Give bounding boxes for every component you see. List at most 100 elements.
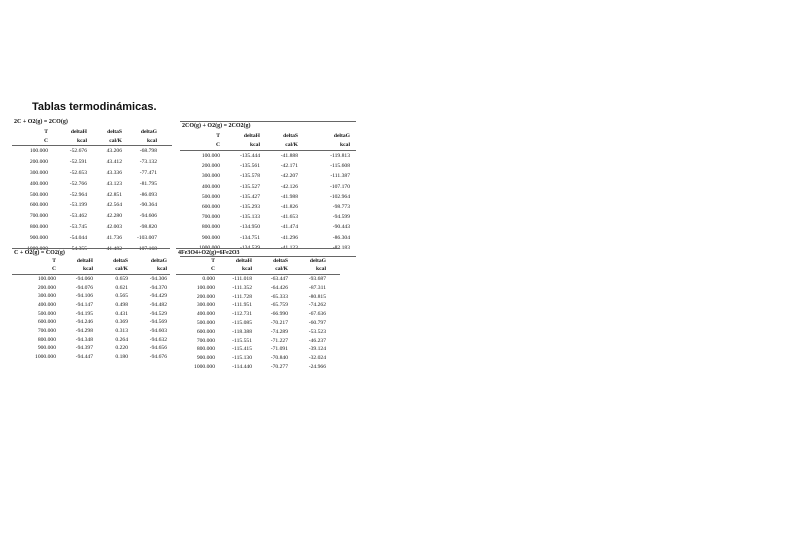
table-cell: -74.262 — [308, 302, 326, 309]
table-cell: deltaH — [243, 132, 260, 139]
table-title: 2CO(g) + O2(g) = 2CO2(g) — [182, 123, 251, 129]
table-row: 400.000 -135.527 -42.126 -107.170 — [180, 182, 356, 192]
table-cell: 0.659 — [115, 275, 128, 282]
table-cell: kcal — [250, 142, 260, 149]
table-cell: -42.126 — [280, 183, 298, 190]
table-cell: -52.964 — [69, 191, 87, 198]
table-cell: deltaH — [70, 128, 87, 135]
table-cell: -135.427 — [239, 193, 260, 200]
table-cell: cal/K — [115, 266, 128, 273]
table-cell: -94.676 — [149, 354, 167, 361]
table-cell: -52.653 — [69, 169, 87, 176]
table-cell: -107.170 — [329, 183, 350, 190]
table-cell: 0.264 — [115, 336, 128, 343]
table-cell: -135.527 — [239, 183, 260, 190]
header-rule — [12, 273, 170, 275]
table-cell: 900.000 — [201, 234, 220, 241]
table-row: 200.000 -111.728 -65.333 -80.815 — [176, 292, 340, 301]
table-cell: 43.336 — [106, 169, 122, 176]
table-cell: 0.313 — [115, 328, 128, 335]
table-cell: deltaH — [235, 258, 252, 265]
table-cell: -41.296 — [280, 234, 298, 241]
table-cell: T — [44, 128, 48, 135]
table-cell: deltaS — [113, 258, 128, 265]
table-cell: -41.653 — [280, 214, 298, 221]
table-cell: 41.736 — [106, 234, 122, 241]
table-cell: -52.676 — [69, 148, 87, 155]
table-cell: T — [211, 258, 215, 265]
table-cell: -66.990 — [270, 311, 288, 318]
table-cell: -41.826 — [280, 204, 298, 211]
table-cell: -135.578 — [239, 173, 260, 180]
table-row: 100.000 -135.444 -41.888 -119.813 — [180, 151, 356, 161]
table-cell: -68.798 — [139, 148, 157, 155]
table-cell: kcal — [242, 266, 252, 273]
table-cell: 300.000 — [201, 173, 220, 180]
table-cell: 300.000 — [37, 293, 56, 300]
table-cell: deltaG — [140, 128, 157, 135]
table-row: 500.000 -52.964 42.851 -86.093 — [12, 189, 172, 200]
table-cell: -102.964 — [329, 193, 350, 200]
table-cell: -67.636 — [308, 311, 326, 318]
table-row: 700.000 -135.133 -41.653 -94.599 — [180, 212, 356, 222]
table-cell: kcal — [83, 266, 93, 273]
table-cell: -94.599 — [332, 214, 350, 221]
table-cell: -41.474 — [280, 224, 298, 231]
table-top-rule — [180, 121, 356, 122]
table-cell: kcal — [77, 137, 87, 144]
table-cell: -42.171 — [280, 163, 298, 170]
table-cell: -71.091 — [270, 346, 288, 353]
table-cell: 400.000 — [37, 302, 56, 308]
table-cell: 0.369 — [115, 319, 128, 326]
table-row: 1000.000 -134.539 -41.123 -82.183 — [180, 243, 356, 253]
table-row: 800.000 -53.745 42.003 -98.820 — [12, 222, 172, 233]
table-cell: -135.561 — [239, 163, 260, 170]
table-cell: -94.569 — [149, 319, 167, 326]
table-row: 700.000 -115.551 -71.227 -46.237 — [176, 336, 340, 345]
table-cell: T — [216, 132, 220, 139]
table-cell: 0.565 — [115, 293, 128, 300]
table-cell: 0.220 — [115, 345, 128, 352]
table-cell: 500.000 — [201, 193, 220, 200]
table-row: 500.000 -115.085 -70.217 -60.797 — [176, 319, 340, 328]
table-cell: deltaG — [309, 258, 326, 265]
table-row: 300.000 -94.106 0.565 -94.429 — [12, 292, 170, 301]
table-row: 100.000 -111.352 -64.426 -87.311 — [176, 283, 340, 292]
table-cell: 500.000 — [196, 319, 215, 326]
table-cell: -60.797 — [308, 319, 326, 326]
table-row: 300.000 -52.653 43.336 -77.471 — [12, 168, 172, 179]
table-cell: 43.206 — [106, 148, 122, 155]
table-cell: -111.018 — [232, 275, 252, 282]
table-cell: -94.306 — [149, 275, 167, 282]
table-cell: 100.000 — [29, 148, 48, 155]
table-cell: -134.751 — [239, 234, 260, 241]
table-cell: 200.000 — [29, 159, 48, 166]
table-cell: -135.293 — [239, 204, 260, 211]
table-cell: 0.000 — [202, 275, 215, 282]
table-row: 200.000 -52.591 43.412 -73.132 — [12, 157, 172, 168]
table-row: 500.000 -135.427 -41.988 -102.964 — [180, 192, 356, 202]
table-cell: kcal — [157, 266, 167, 273]
table-cell: -94.656 — [149, 345, 167, 352]
table-row: 600.000 -118.388 -74.289 -53.523 — [176, 327, 340, 336]
table-cell: 100.000 — [196, 284, 215, 291]
table-cell: -53.523 — [308, 328, 326, 335]
table-cell: -41.888 — [280, 153, 298, 160]
table-cell: 300.000 — [196, 302, 215, 309]
table-cell: -94.147 — [75, 302, 93, 308]
table-row: 1000.000 -114.440 -70.277 -24.966 — [176, 363, 340, 372]
table-cell: C — [51, 266, 56, 273]
table-cell: -94.076 — [75, 284, 93, 291]
table-row: 400.000 -52.766 43.123 -81.795 — [12, 178, 172, 189]
table-cell: 600.000 — [201, 204, 220, 211]
table-cell: 42.564 — [106, 202, 122, 209]
table-cell: -87.311 — [308, 284, 326, 291]
table-row: 900.000 -134.751 -41.296 -86.304 — [180, 233, 356, 243]
table-cell: -94.397 — [75, 345, 93, 352]
table-row: 200.000 -135.561 -42.171 -115.608 — [180, 161, 356, 171]
table-cell: -54.044 — [69, 234, 87, 241]
